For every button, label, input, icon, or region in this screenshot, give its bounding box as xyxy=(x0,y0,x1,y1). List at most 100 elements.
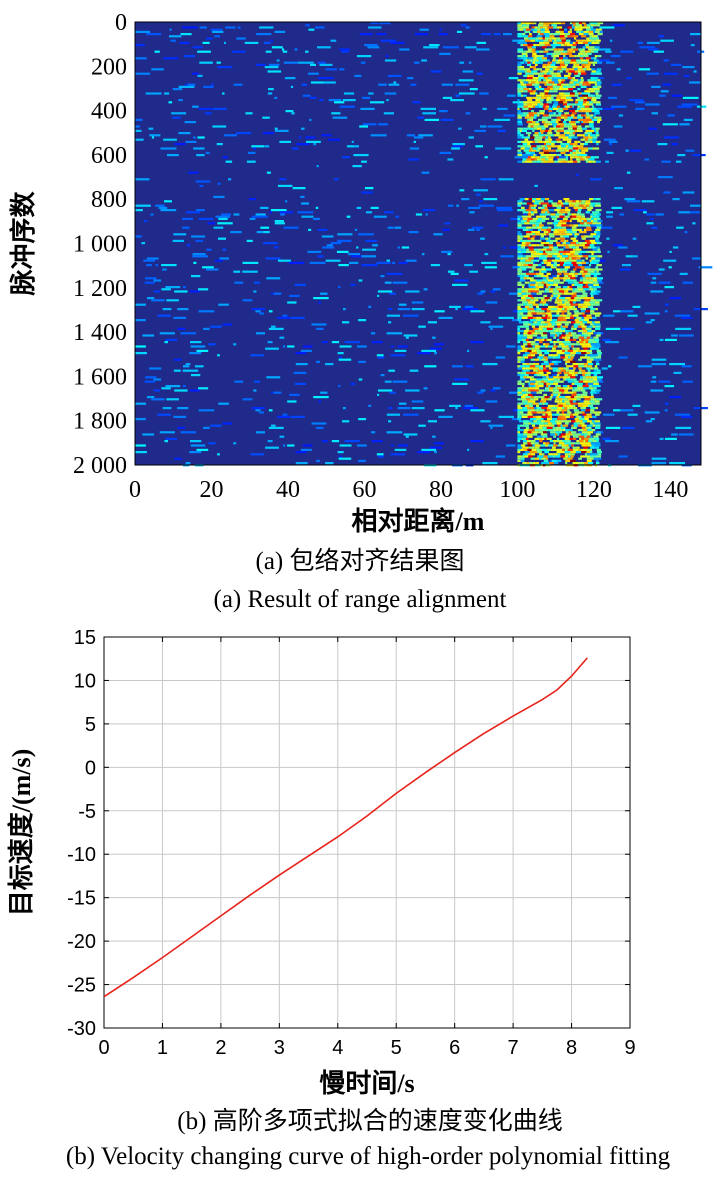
heatmap-cell xyxy=(360,107,375,110)
heatmap-cell xyxy=(585,303,591,306)
heatmap-cell xyxy=(274,129,289,132)
heatmap-cell xyxy=(531,55,535,58)
heatmap-cell xyxy=(579,81,583,84)
heatmap-cell xyxy=(565,356,569,359)
heatmap-cell xyxy=(545,457,548,460)
heatmap-cell xyxy=(256,33,272,36)
heatmap-cell xyxy=(592,48,595,51)
heatmap-cell xyxy=(594,270,597,273)
heatmap-cell xyxy=(637,41,643,44)
heatmap-cell xyxy=(517,129,520,132)
heatmap-cell xyxy=(538,140,544,143)
heatmap-cell xyxy=(561,22,566,25)
heatmap-cell xyxy=(540,365,543,368)
heatmap-cell xyxy=(482,462,498,465)
heatmap-cell xyxy=(592,211,595,214)
heatmap-cell xyxy=(582,156,587,159)
heatmap-cell xyxy=(593,380,599,383)
heatmap-cell xyxy=(577,325,582,328)
heatmap-cell xyxy=(658,35,664,38)
heatmap-cell xyxy=(565,440,571,443)
heatmap-cell xyxy=(545,387,549,390)
heatmap-cell xyxy=(551,24,557,27)
heatmap-cell xyxy=(651,462,667,465)
heatmap-cell xyxy=(597,79,601,82)
heatmap-cell xyxy=(596,215,600,218)
heatmap-cell xyxy=(591,420,595,423)
heatmap-cell xyxy=(547,299,552,302)
heatmap-cell xyxy=(679,123,690,126)
heatmap-cell xyxy=(538,228,541,231)
heatmap-cell xyxy=(565,206,569,209)
heatmap-cell xyxy=(572,151,576,154)
heatmap-cell xyxy=(630,149,642,152)
heatmap-cell xyxy=(563,202,569,205)
heatmap-cell xyxy=(552,391,557,394)
heatmap-cell xyxy=(569,429,573,432)
heatmap-cell xyxy=(566,365,570,368)
heatmap-cell xyxy=(560,94,564,97)
heatmap-cell xyxy=(541,380,545,383)
heatmap-cell xyxy=(546,145,551,148)
heatmap-cell xyxy=(561,418,567,421)
heatmap-cell xyxy=(532,112,537,115)
heatmap-cell xyxy=(198,310,215,313)
heatmap-cell xyxy=(190,345,206,348)
heatmap-cell xyxy=(317,61,326,64)
heatmap-cell xyxy=(571,354,575,357)
heatmap-cell xyxy=(580,455,585,458)
heatmap-cell xyxy=(512,39,523,42)
y-axis-label: 脉冲序数 xyxy=(8,191,38,296)
heatmap-cell xyxy=(576,61,583,64)
heatmap-cell xyxy=(553,101,559,104)
heatmap-cell xyxy=(696,105,707,108)
heatmap-cell xyxy=(541,415,548,418)
heatmap-cell xyxy=(532,129,535,132)
heatmap-cell xyxy=(595,246,600,249)
heatmap-cell xyxy=(596,264,602,267)
heatmap-cell xyxy=(320,292,328,295)
heatmap-cell xyxy=(521,286,525,289)
heatmap-cell xyxy=(506,444,516,447)
heatmap-cell xyxy=(493,33,501,36)
heatmap-cell xyxy=(591,99,597,102)
heatmap-cell xyxy=(559,297,563,300)
heatmap-cell xyxy=(554,145,559,148)
heatmap-cell xyxy=(543,459,549,462)
heatmap-cell xyxy=(458,92,475,95)
heatmap-cell xyxy=(528,455,533,458)
heatmap-cell xyxy=(544,28,549,31)
heatmap-cell xyxy=(216,61,221,64)
heatmap-cell xyxy=(593,358,598,361)
heatmap-cell xyxy=(578,457,582,460)
heatmap-cell xyxy=(566,387,570,390)
heatmap-cell xyxy=(541,217,548,220)
heatmap-cell xyxy=(543,250,546,253)
heatmap-cell xyxy=(271,325,276,328)
heatmap-cell xyxy=(558,213,563,216)
heatmap-cell xyxy=(524,281,530,284)
heatmap-cell xyxy=(570,314,573,317)
heatmap-cell xyxy=(528,59,534,62)
y-tick-label: -30 xyxy=(67,1018,96,1040)
heatmap-cell xyxy=(218,303,229,306)
heatmap-cell xyxy=(576,323,580,326)
heatmap-cell xyxy=(565,360,571,363)
heatmap-cell xyxy=(526,220,530,223)
heatmap-cell xyxy=(526,462,530,465)
heatmap-cell xyxy=(574,266,581,269)
heatmap-cell xyxy=(556,268,561,271)
heatmap-cell xyxy=(498,316,514,319)
heatmap-cell xyxy=(184,121,196,124)
heatmap-cell xyxy=(557,415,563,418)
heatmap-cell xyxy=(588,147,593,150)
heatmap-cell xyxy=(582,48,585,51)
heatmap-cell xyxy=(546,312,552,315)
heatmap-cell xyxy=(556,451,562,454)
heatmap-cell xyxy=(581,259,585,262)
heatmap-cell xyxy=(331,341,340,344)
heatmap-cell xyxy=(539,156,546,159)
heatmap-cell xyxy=(632,305,641,308)
heatmap-cell xyxy=(517,393,523,396)
heatmap-cell xyxy=(192,253,206,256)
